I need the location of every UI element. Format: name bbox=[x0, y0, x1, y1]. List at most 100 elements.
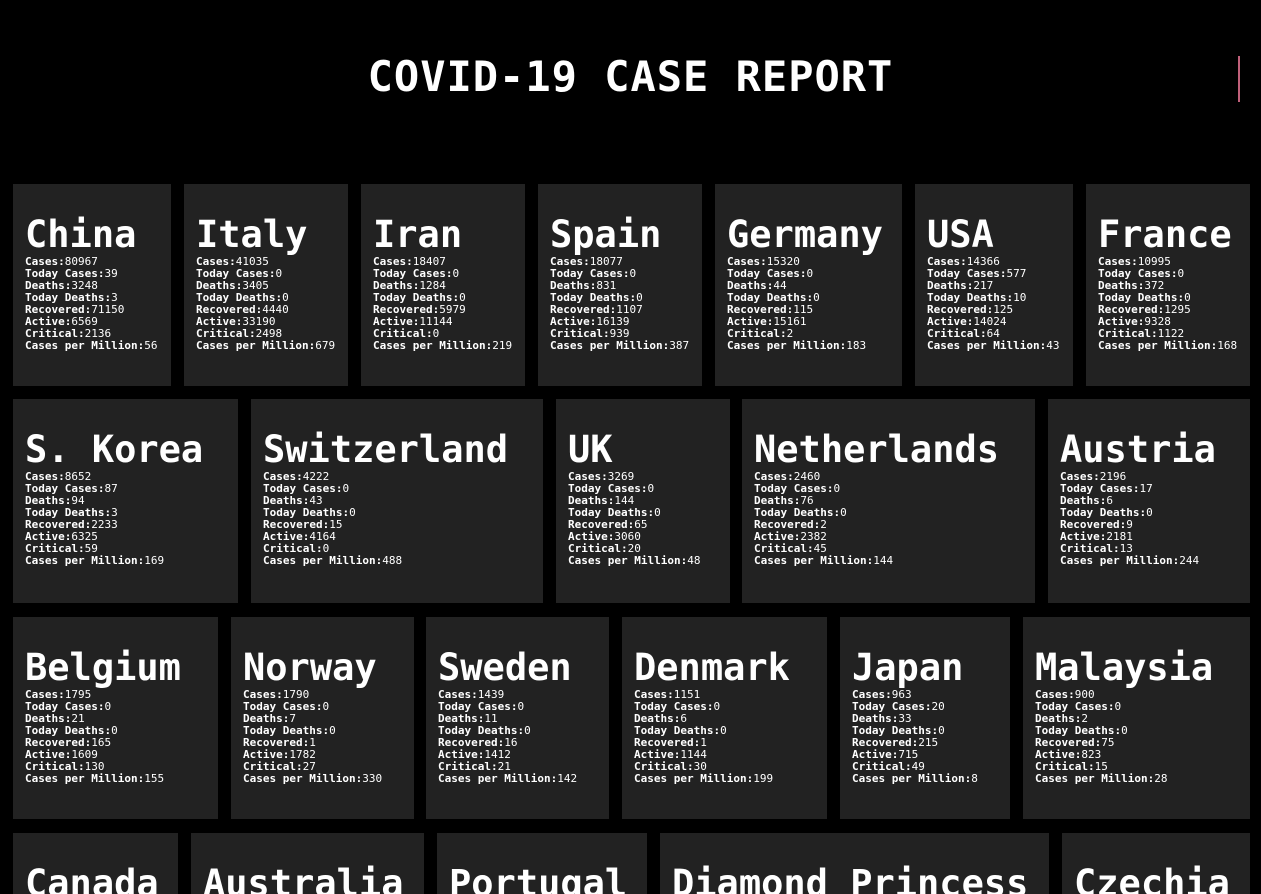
stat-value: 17 bbox=[1139, 482, 1153, 495]
stat-line: Critical:2498 bbox=[196, 328, 348, 340]
stat-label: Today Cases: bbox=[754, 482, 834, 495]
stat-line: Today Cases:39 bbox=[25, 268, 171, 280]
stat-label: Today Deaths: bbox=[263, 506, 350, 519]
stat-value: 2 bbox=[820, 518, 827, 531]
country-card: Czechia bbox=[1062, 833, 1250, 894]
stat-value: 27 bbox=[302, 760, 316, 773]
stat-value: 183 bbox=[846, 339, 867, 352]
stat-line: Critical:59 bbox=[25, 543, 238, 555]
stat-label: Recovered: bbox=[1035, 736, 1102, 749]
stat-value: 4222 bbox=[302, 470, 330, 483]
stat-label: Active: bbox=[568, 530, 615, 543]
stat-label: Critical: bbox=[196, 327, 256, 340]
country-name: Austria bbox=[1060, 428, 1216, 471]
stat-value: 59 bbox=[84, 542, 98, 555]
stat-value: 64 bbox=[986, 327, 1000, 340]
stat-value: 939 bbox=[609, 327, 630, 340]
stat-label: Today Cases: bbox=[727, 267, 807, 280]
stat-line: Today Deaths:0 bbox=[196, 292, 348, 304]
stat-line: Deaths:44 bbox=[727, 280, 902, 292]
stat-value: 75 bbox=[1101, 736, 1115, 749]
stat-label: Critical: bbox=[927, 327, 987, 340]
stat-line: Cases:3269 bbox=[568, 471, 730, 483]
country-card: Italy Cases:41035 Today Cases:0 Deaths:3405… bbox=[184, 184, 348, 386]
stat-line: Cases:10995 bbox=[1098, 256, 1250, 268]
stat-label: Recovered: bbox=[550, 303, 617, 316]
stat-label: Cases: bbox=[1035, 688, 1075, 701]
country-card: Sweden Cases:1439 Today Cases:0 Deaths:11 To… bbox=[426, 617, 609, 819]
stat-line: Recovered:4440 bbox=[196, 304, 348, 316]
stat-line: Today Deaths:0 bbox=[373, 292, 525, 304]
stat-label: Active: bbox=[550, 315, 597, 328]
country-name: Belgium bbox=[25, 646, 181, 689]
stat-label: Today Deaths: bbox=[243, 724, 330, 737]
stat-line: Critical:2136 bbox=[25, 328, 171, 340]
stat-value: 6325 bbox=[71, 530, 98, 543]
stat-line: Cases:14366 bbox=[927, 256, 1073, 268]
stat-line: Today Cases:0 bbox=[243, 701, 414, 713]
stat-value: 0 bbox=[452, 267, 460, 280]
stat-value: 0 bbox=[517, 700, 525, 713]
stat-value: 3060 bbox=[614, 530, 641, 543]
stat-value: 43 bbox=[309, 494, 323, 507]
stat-line: Critical:1122 bbox=[1098, 328, 1250, 340]
stat-value: 0 bbox=[713, 700, 721, 713]
stat-line: Deaths:6 bbox=[634, 713, 827, 725]
stat-label: Today Cases: bbox=[550, 267, 630, 280]
stat-label: Deaths: bbox=[754, 494, 801, 507]
stat-line: Recovered:75 bbox=[1035, 737, 1250, 749]
country-card: Germany Cases:15320 Today Cases:0 Deaths:44… bbox=[715, 184, 902, 386]
stat-line: Critical:130 bbox=[25, 761, 218, 773]
stat-label: Today Deaths: bbox=[568, 506, 655, 519]
stat-value: 6 bbox=[1106, 494, 1113, 507]
stat-label: Today Cases: bbox=[373, 267, 453, 280]
stat-line: Critical:27 bbox=[243, 761, 414, 773]
stat-label: Cases: bbox=[550, 255, 590, 268]
stat-label: Today Deaths: bbox=[927, 291, 1014, 304]
stat-label: Active: bbox=[196, 315, 243, 328]
stat-value: 18077 bbox=[589, 255, 623, 268]
country-card: Norway Cases:1790 Today Cases:0 Deaths:7 Tod… bbox=[231, 617, 414, 819]
stat-value: 142 bbox=[557, 772, 578, 785]
stat-label: Recovered: bbox=[568, 518, 635, 531]
country-name: UK bbox=[568, 428, 613, 471]
stat-label: Today Cases: bbox=[25, 700, 105, 713]
stat-value: 1 bbox=[309, 736, 316, 749]
stat-line: Recovered:9 bbox=[1060, 519, 1250, 531]
stat-label: Active: bbox=[634, 748, 681, 761]
stat-label: Deaths: bbox=[852, 712, 899, 725]
stat-label: Recovered: bbox=[25, 518, 92, 531]
page-title: COVID-19 CASE REPORT bbox=[367, 52, 894, 101]
stat-line: Cases per Million:43 bbox=[927, 340, 1073, 352]
country-name: Sweden bbox=[438, 646, 572, 689]
stat-line: Deaths:3405 bbox=[196, 280, 348, 292]
country-name: Malaysia bbox=[1035, 646, 1214, 689]
stat-label: Cases: bbox=[373, 255, 413, 268]
stat-label: Recovered: bbox=[25, 736, 92, 749]
stat-line: Today Cases:0 bbox=[263, 483, 543, 495]
stat-label: Today Deaths: bbox=[196, 291, 283, 304]
stat-line: Today Cases:0 bbox=[373, 268, 525, 280]
stat-line: Active:1782 bbox=[243, 749, 414, 761]
stat-value: 14366 bbox=[966, 255, 1000, 268]
stat-value: 900 bbox=[1074, 688, 1095, 701]
country-card: Portugal bbox=[437, 833, 647, 894]
stat-label: Critical: bbox=[25, 760, 85, 773]
country-name: Czechia bbox=[1074, 862, 1230, 894]
country-name: Netherlands bbox=[754, 428, 1000, 471]
stat-line: Cases per Million:28 bbox=[1035, 773, 1250, 785]
stat-value: 0 bbox=[459, 291, 466, 304]
stat-value: 15 bbox=[329, 518, 343, 531]
stat-label: Active: bbox=[727, 315, 774, 328]
stat-label: Deaths: bbox=[568, 494, 615, 507]
stat-line: Deaths:76 bbox=[754, 495, 1035, 507]
country-name: Portugal bbox=[449, 862, 628, 894]
stat-line: Recovered:215 bbox=[852, 737, 1010, 749]
stat-line: Critical:939 bbox=[550, 328, 702, 340]
stat-label: Cases per Million: bbox=[373, 339, 493, 352]
stat-label: Today Cases: bbox=[1060, 482, 1140, 495]
stat-line: Cases:41035 bbox=[196, 256, 348, 268]
stat-label: Today Deaths: bbox=[438, 724, 525, 737]
stat-value: 15320 bbox=[766, 255, 800, 268]
stat-value: 0 bbox=[342, 482, 350, 495]
